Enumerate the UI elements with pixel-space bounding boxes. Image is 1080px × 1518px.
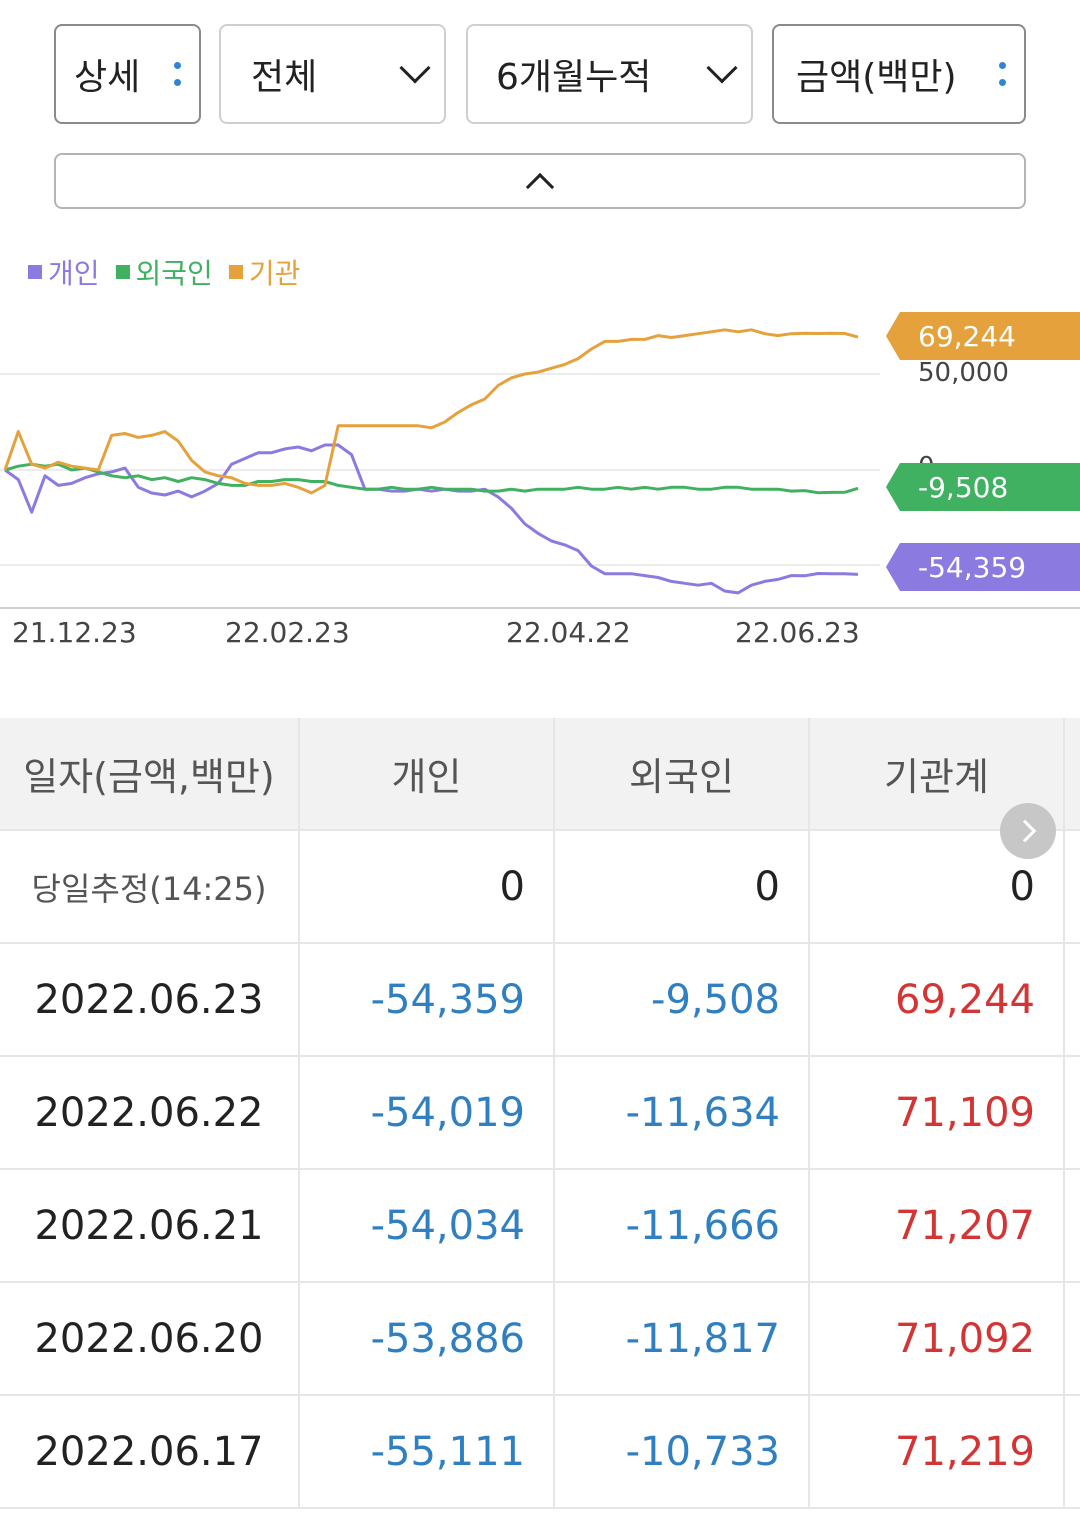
table-header-row: 일자(금액,백만) 개인 외국인 기관계 — [0, 718, 1080, 831]
chart-legend: 개인 외국인 기관 — [28, 252, 316, 292]
cell-foreign: -11,817 — [554, 1282, 810, 1396]
scope-select[interactable]: 전체 — [219, 24, 446, 124]
cell-foreign: 0 — [554, 830, 810, 944]
cell-institution: 71,219 — [809, 1395, 1065, 1509]
more-dots-icon — [999, 62, 1006, 86]
cell-date: 2022.06.20 — [0, 1282, 300, 1396]
cell-individual: -54,034 — [299, 1169, 555, 1283]
legend-label-foreign: 외국인 — [135, 257, 213, 290]
legend-item-institution: 기관 — [228, 252, 301, 292]
cell-institution: 69,244 — [809, 943, 1065, 1057]
y-tick-label-50000: 50,000 — [918, 358, 1009, 388]
investor-trading-table: 일자(금액,백만) 개인 외국인 기관계 당일추정(14:25) 0 0 0 2… — [0, 718, 1080, 1509]
col-header-individual: 개인 — [299, 718, 555, 831]
detail-menu-button[interactable]: 상세 — [54, 24, 201, 124]
col-header-more — [1064, 718, 1080, 831]
cell-more — [1064, 1056, 1080, 1170]
cell-more — [1064, 1395, 1080, 1509]
series-line-foreign — [4, 462, 859, 495]
cell-foreign: -11,634 — [554, 1056, 810, 1170]
unit-menu-label: 금액(백만) — [796, 57, 957, 98]
col-header-foreign: 외국인 — [554, 718, 810, 831]
chevron-down-icon — [399, 52, 431, 84]
period-select[interactable]: 6개월누적 — [466, 24, 753, 124]
cell-more — [1064, 943, 1080, 1057]
scroll-right-button[interactable] — [1000, 803, 1056, 859]
table-row: 2022.06.17 -55,111 -10,733 71,219 — [0, 1395, 1080, 1509]
last-value-tag-institution: 69,244 — [886, 312, 1080, 360]
cell-institution: 71,207 — [809, 1169, 1065, 1283]
collapse-chart-button[interactable] — [54, 153, 1026, 209]
cell-individual: -55,111 — [299, 1395, 555, 1509]
filter-toolbar: 상세 전체 6개월누적 금액(백만) — [0, 0, 1080, 140]
legend-swatch-institution — [228, 265, 243, 279]
x-tick-label: 22.02.23 — [225, 616, 350, 649]
cell-individual: -54,359 — [299, 943, 555, 1057]
more-dots-icon — [174, 62, 181, 86]
last-value-tag-foreign: -9,508 — [886, 463, 1080, 511]
cell-individual: 0 — [299, 830, 555, 944]
cell-more — [1064, 830, 1080, 944]
cell-date: 2022.06.22 — [0, 1056, 300, 1170]
cell-more — [1064, 1282, 1080, 1396]
x-tick-label: 22.06.23 — [735, 616, 860, 649]
table-row: 2022.06.21 -54,034 -11,666 71,207 — [0, 1169, 1080, 1283]
table-row: 2022.06.23 -54,359 -9,508 69,244 — [0, 943, 1080, 1057]
legend-item-foreign: 외국인 — [115, 252, 213, 292]
x-tick-label: 21.12.23 — [12, 616, 137, 649]
series-line-individual — [4, 443, 859, 595]
unit-menu-button[interactable]: 금액(백만) — [772, 24, 1026, 124]
cell-foreign: -10,733 — [554, 1395, 810, 1509]
table-row: 2022.06.20 -53,886 -11,817 71,092 — [0, 1282, 1080, 1396]
cell-date: 2022.06.17 — [0, 1395, 300, 1509]
legend-label-institution: 기관 — [248, 257, 301, 290]
col-header-date: 일자(금액,백만) — [0, 718, 300, 831]
last-value-tag-individual: -54,359 — [886, 543, 1080, 591]
legend-label-individual: 개인 — [48, 257, 100, 290]
series-line-institution — [3, 328, 859, 495]
table-row-estimate: 당일추정(14:25) 0 0 0 — [0, 830, 1080, 944]
chevron-up-icon — [525, 172, 555, 202]
legend-item-individual: 개인 — [28, 252, 100, 292]
investor-trend-chart — [0, 328, 1080, 609]
cell-foreign: -11,666 — [554, 1169, 810, 1283]
cell-more — [1064, 1169, 1080, 1283]
estimate-label: 당일추정(14:25) — [0, 830, 300, 944]
cell-date: 2022.06.23 — [0, 943, 300, 1057]
cell-date: 2022.06.21 — [0, 1169, 300, 1283]
cell-institution: 71,092 — [809, 1282, 1065, 1396]
x-tick-label: 22.04.22 — [506, 616, 631, 649]
table-row: 2022.06.22 -54,019 -11,634 71,109 — [0, 1056, 1080, 1170]
chevron-down-icon — [706, 52, 738, 84]
chevron-right-icon — [1013, 819, 1037, 843]
legend-swatch-foreign — [115, 265, 130, 279]
cell-individual: -54,019 — [299, 1056, 555, 1170]
cell-foreign: -9,508 — [554, 943, 810, 1057]
period-select-label: 6개월누적 — [496, 57, 652, 98]
detail-menu-label: 상세 — [74, 57, 141, 98]
col-header-institution: 기관계 — [809, 718, 1065, 831]
cell-institution: 71,109 — [809, 1056, 1065, 1170]
cell-individual: -53,886 — [299, 1282, 555, 1396]
scope-select-label: 전체 — [251, 57, 318, 98]
legend-swatch-individual — [28, 265, 42, 279]
